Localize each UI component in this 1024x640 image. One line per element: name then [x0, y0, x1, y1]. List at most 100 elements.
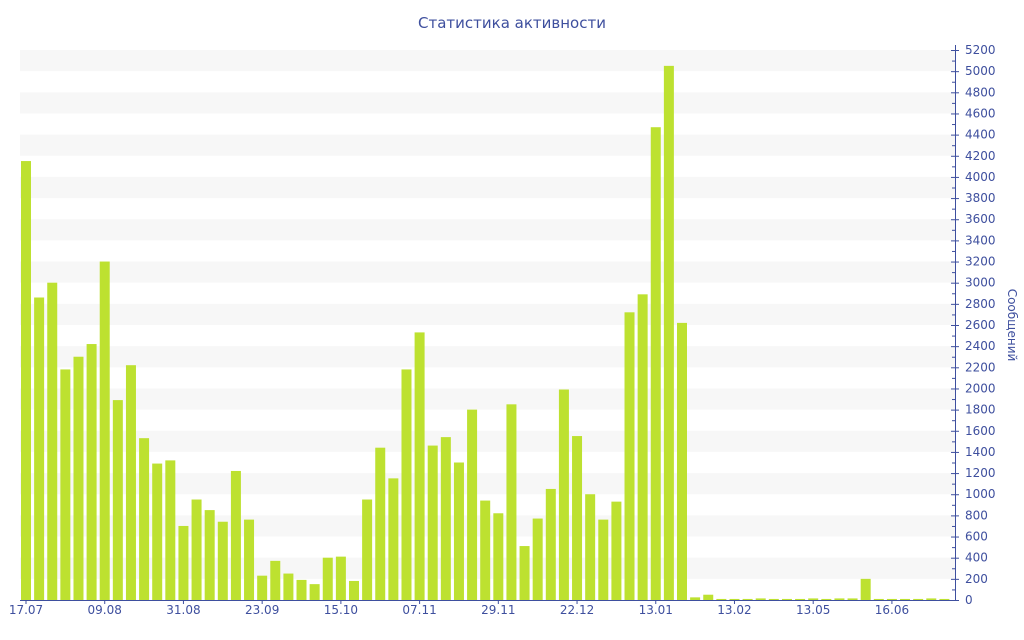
bar[interactable]: [283, 573, 294, 600]
bar[interactable]: [742, 598, 753, 600]
x-tick-label: 31.08: [166, 603, 200, 617]
bar[interactable]: [716, 598, 727, 600]
y-tick-label: 200: [965, 572, 988, 586]
grid-band: [20, 261, 955, 283]
bar[interactable]: [650, 127, 661, 600]
bar[interactable]: [362, 499, 373, 600]
bar[interactable]: [572, 436, 583, 600]
bar[interactable]: [453, 462, 464, 601]
bar[interactable]: [349, 580, 359, 600]
bar[interactable]: [768, 598, 779, 600]
bar[interactable]: [335, 556, 346, 600]
grid-band: [20, 134, 955, 156]
grid-band: [20, 473, 955, 495]
y-tick-label: 3000: [965, 276, 996, 290]
bar[interactable]: [480, 500, 491, 600]
bar[interactable]: [834, 598, 845, 600]
bar[interactable]: [388, 478, 399, 600]
bar[interactable]: [21, 161, 31, 601]
bar[interactable]: [729, 598, 740, 600]
bar[interactable]: [152, 463, 163, 600]
y-tick-label: 4800: [965, 85, 996, 99]
bar[interactable]: [165, 460, 176, 600]
bar[interactable]: [47, 282, 58, 600]
bar[interactable]: [755, 598, 766, 600]
bar[interactable]: [204, 510, 215, 600]
grid-band: [20, 50, 955, 72]
bar[interactable]: [585, 494, 596, 600]
bar[interactable]: [545, 488, 556, 600]
bar[interactable]: [257, 575, 268, 600]
bar[interactable]: [637, 294, 648, 600]
bar[interactable]: [506, 404, 517, 600]
x-tick-label: 22.12: [560, 603, 594, 617]
bar[interactable]: [913, 598, 924, 600]
grid-band: [20, 176, 955, 199]
bar[interactable]: [440, 437, 451, 600]
bar[interactable]: [112, 400, 123, 600]
y-tick-label: 4600: [965, 106, 996, 120]
bar[interactable]: [611, 501, 622, 600]
bar[interactable]: [493, 513, 504, 600]
bar[interactable]: [191, 499, 202, 600]
y-tick-label: 2600: [965, 318, 996, 332]
bar[interactable]: [322, 557, 333, 600]
x-tick-label: 13.01: [639, 603, 673, 617]
x-tick-label: 13.02: [717, 603, 751, 617]
grid-band: [20, 303, 955, 325]
bar[interactable]: [296, 579, 307, 600]
y-tick-label: 1600: [965, 424, 996, 438]
bar[interactable]: [244, 519, 255, 600]
bar[interactable]: [873, 598, 884, 600]
bar[interactable]: [624, 312, 635, 600]
bar[interactable]: [73, 356, 84, 600]
bar[interactable]: [795, 598, 806, 600]
y-tick-label: 1800: [965, 403, 996, 417]
bar[interactable]: [99, 261, 110, 600]
bar[interactable]: [598, 519, 609, 600]
bar[interactable]: [519, 546, 530, 600]
bar[interactable]: [677, 322, 687, 600]
bar[interactable]: [217, 521, 228, 600]
bar[interactable]: [139, 438, 150, 600]
bar[interactable]: [125, 365, 136, 600]
x-tick-label: 23.09: [245, 603, 279, 617]
x-tick-label: 29.11: [481, 603, 515, 617]
bar[interactable]: [926, 598, 937, 600]
y-tick-label: 2800: [965, 297, 996, 311]
y-tick-label: 0: [965, 593, 973, 607]
y-tick-label: 5000: [965, 64, 996, 78]
y-tick-label: 400: [965, 551, 988, 565]
bar[interactable]: [34, 297, 45, 601]
bar[interactable]: [939, 598, 950, 600]
bar[interactable]: [309, 584, 320, 600]
bar[interactable]: [781, 598, 792, 600]
bar[interactable]: [900, 598, 911, 600]
y-tick-label: 2200: [965, 360, 996, 374]
bar[interactable]: [663, 65, 674, 601]
bar[interactable]: [178, 525, 189, 600]
grid-band: [20, 388, 955, 410]
bar[interactable]: [532, 518, 543, 600]
bar[interactable]: [270, 560, 281, 600]
bar[interactable]: [401, 369, 412, 600]
bar[interactable]: [690, 597, 701, 600]
bar[interactable]: [847, 598, 858, 600]
x-tick-label: 16.06: [875, 603, 909, 617]
bar[interactable]: [808, 598, 819, 600]
bar[interactable]: [558, 389, 569, 600]
bar[interactable]: [60, 369, 71, 600]
bar[interactable]: [230, 470, 241, 600]
bar[interactable]: [375, 447, 386, 600]
bar[interactable]: [414, 332, 425, 600]
bar[interactable]: [86, 344, 97, 600]
bar[interactable]: [821, 598, 832, 600]
bar[interactable]: [703, 594, 714, 600]
bar[interactable]: [886, 598, 897, 600]
bar[interactable]: [427, 445, 438, 600]
y-tick-label: 3400: [965, 233, 996, 247]
x-tick-label: 17.07: [9, 603, 43, 617]
bar[interactable]: [860, 578, 871, 600]
bar[interactable]: [467, 409, 478, 600]
